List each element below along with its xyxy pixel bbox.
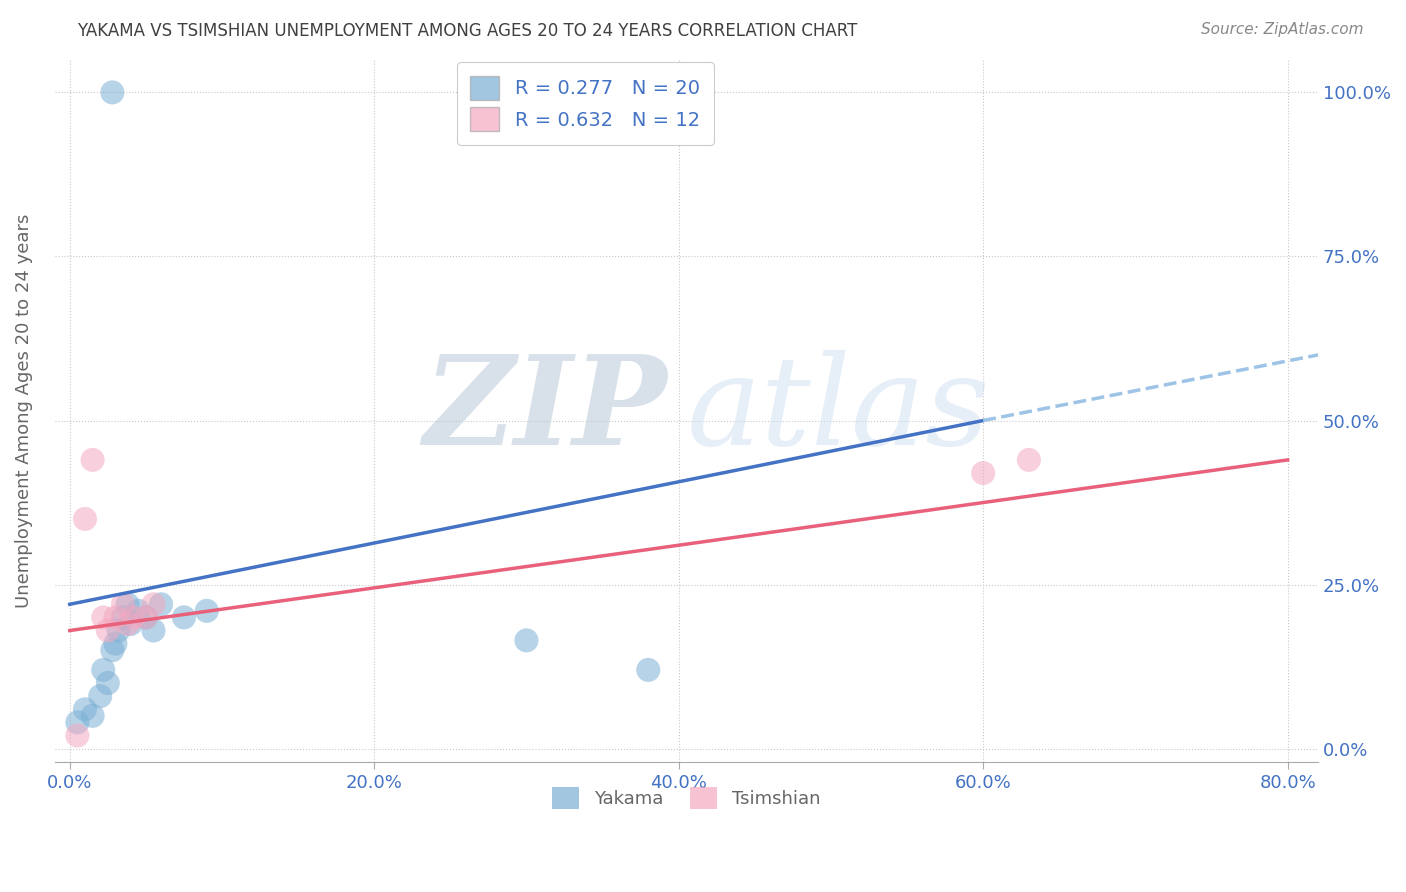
Point (117, 617, 139, 632)
Point (173, 610, 195, 624)
Point (972, 466, 994, 480)
Point (142, 597, 165, 611)
Point (104, 637, 127, 651)
Point (73, 702, 96, 716)
Text: atlas: atlas (686, 350, 990, 472)
Text: ZIP: ZIP (423, 350, 668, 472)
Point (135, 610, 157, 624)
Point (142, 624, 165, 638)
Point (89, 689, 111, 703)
Point (97, 676, 120, 690)
Point (91, 610, 114, 624)
Point (135, 610, 157, 624)
Point (107, 624, 129, 638)
Point (195, 604, 218, 618)
Text: Source: ZipAtlas.com: Source: ZipAtlas.com (1201, 22, 1364, 37)
Text: YAKAMA VS TSIMSHIAN UNEMPLOYMENT AMONG AGES 20 TO 24 YEARS CORRELATION CHART: YAKAMA VS TSIMSHIAN UNEMPLOYMENT AMONG A… (77, 22, 858, 40)
Legend: Yakama, Tsimshian: Yakama, Tsimshian (546, 780, 828, 816)
Point (82, 453, 104, 467)
Point (122, 610, 145, 624)
Point (73, 512, 96, 526)
Point (97, 624, 120, 638)
Point (91, 663, 114, 677)
Point (66, 729, 89, 743)
Point (117, 597, 139, 611)
Point (120, 617, 142, 632)
Point (127, 604, 149, 618)
Point (101, 643, 124, 657)
Point (82, 709, 104, 723)
Point (1018, 453, 1040, 467)
Point (104, 610, 127, 624)
Point (66, 715, 89, 730)
Point (637, 663, 659, 677)
Point (112, 597, 135, 611)
Point (101, 86, 124, 100)
Point (112, 610, 135, 624)
Point (515, 633, 537, 648)
Point (150, 597, 173, 611)
Y-axis label: Unemployment Among Ages 20 to 24 years: Unemployment Among Ages 20 to 24 years (15, 213, 32, 607)
